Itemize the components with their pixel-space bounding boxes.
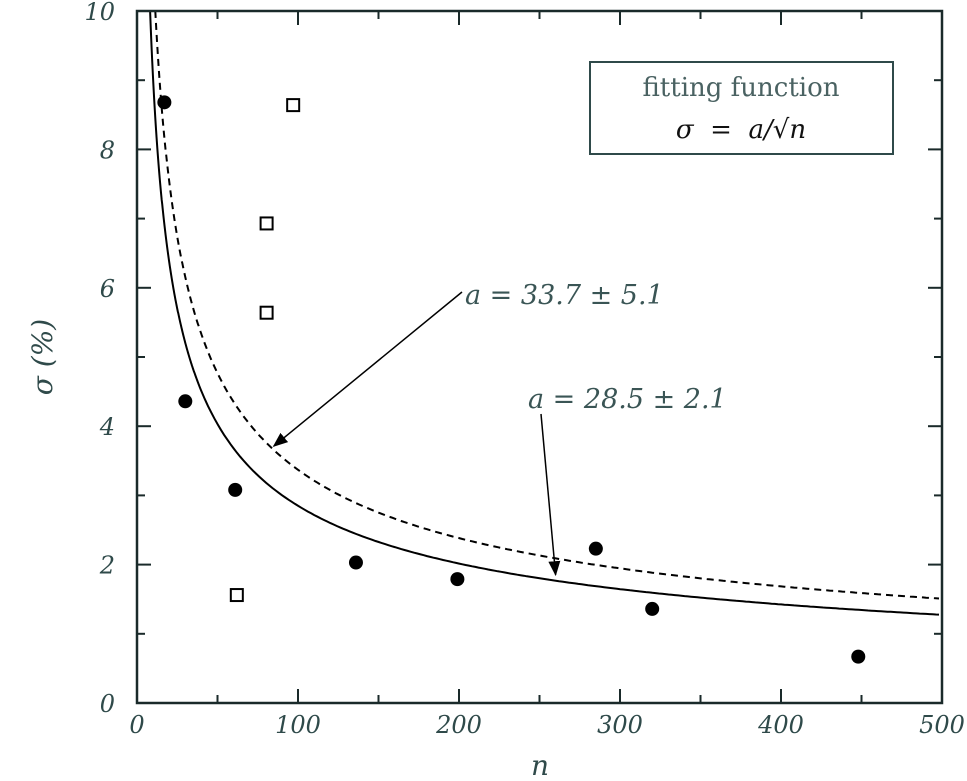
x-tick-label: 0 <box>129 711 144 739</box>
legend-title: fitting function <box>642 73 839 103</box>
curve-label-dashed: a = 33.7 ± 5.1 <box>465 280 664 311</box>
y-tick-label: 6 <box>100 275 115 303</box>
curve-label-solid: a = 28.5 ± 2.1 <box>528 384 727 415</box>
y-tick-label: 0 <box>100 690 115 718</box>
data-point-square <box>286 98 301 113</box>
legend: fitting function σ = a/√n <box>589 61 894 155</box>
fit-curve-solid <box>149 10 940 616</box>
annotation-arrow <box>540 413 561 577</box>
y-tick-label: 4 <box>99 413 115 441</box>
y-tick-label: 2 <box>99 552 115 580</box>
data-point-square <box>229 588 244 603</box>
x-tick-label: 300 <box>597 711 643 739</box>
annotation-arrow <box>272 291 463 448</box>
data-point-circle <box>157 95 172 110</box>
fit-curve-dashed <box>154 10 940 600</box>
y-axis-label: σ (%) <box>26 319 59 395</box>
legend-formula: σ = a/√n <box>676 115 806 145</box>
data-point-square <box>259 305 274 320</box>
data-point-square <box>259 216 274 231</box>
data-point-circle <box>645 601 660 616</box>
data-point-circle <box>450 572 465 587</box>
data-point-circle <box>228 482 243 497</box>
x-tick-label: 100 <box>275 711 321 739</box>
x-tick-label: 400 <box>757 711 804 739</box>
x-axis-label: n <box>531 749 549 781</box>
data-point-circle <box>178 394 193 409</box>
y-tick-label: 8 <box>100 136 115 164</box>
plot-frame <box>135 9 944 705</box>
x-tick-label: 200 <box>435 711 482 739</box>
data-point-circle <box>588 541 603 556</box>
y-tick-label: 10 <box>84 0 115 26</box>
data-point-circle <box>851 649 866 664</box>
x-tick-label: 500 <box>919 711 965 739</box>
data-point-circle <box>348 555 363 570</box>
